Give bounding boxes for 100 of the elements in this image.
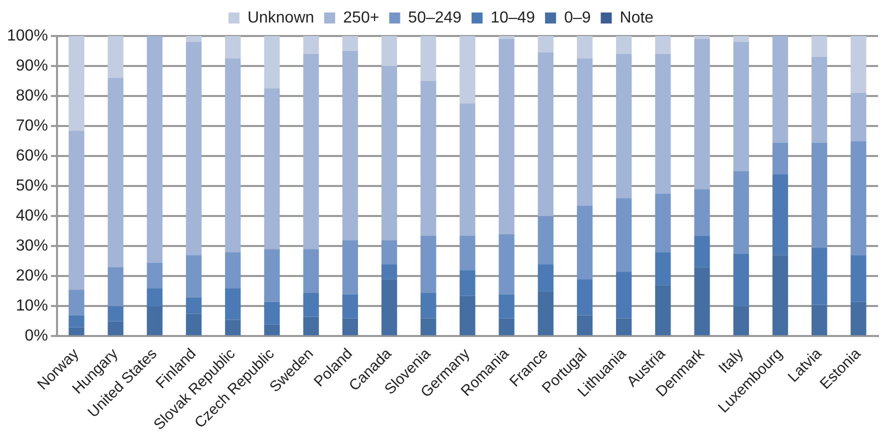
bar [850, 255, 866, 302]
bar [460, 270, 476, 296]
bar [186, 36, 202, 42]
y-tick-label: 50% [16, 178, 48, 195]
bar [850, 93, 866, 142]
bar [850, 302, 866, 336]
bar [772, 142, 788, 174]
bar [655, 252, 671, 286]
bar [186, 255, 202, 298]
bar [303, 54, 319, 250]
bar [186, 314, 202, 336]
bar [108, 321, 124, 336]
y-tick-label: 80% [16, 87, 48, 104]
legend-label: Note [620, 9, 654, 26]
bar [420, 236, 436, 293]
bar [694, 39, 710, 190]
bar [68, 290, 84, 316]
bar [850, 141, 866, 256]
bar [616, 54, 632, 198]
bar [812, 248, 828, 305]
y-tick-label: 70% [16, 117, 48, 134]
bar [576, 36, 593, 59]
bar [655, 194, 671, 252]
bar [498, 318, 514, 336]
bar [108, 36, 124, 78]
bar [498, 294, 514, 318]
y-tick-label: 100% [7, 27, 48, 44]
bar [303, 36, 319, 54]
bar [381, 264, 398, 280]
bar [303, 316, 319, 336]
bar [342, 294, 358, 318]
bar [225, 288, 241, 320]
bar [186, 297, 202, 314]
bar [616, 272, 632, 318]
bar [694, 236, 710, 268]
bar [812, 142, 828, 248]
bar [576, 206, 593, 280]
bar [264, 302, 280, 324]
bar [225, 320, 241, 336]
bar [733, 254, 749, 306]
bar [655, 36, 671, 54]
bar [655, 285, 671, 336]
bar [576, 58, 593, 206]
bar [694, 189, 710, 236]
bar [342, 240, 358, 294]
bar [264, 36, 280, 89]
bar [460, 296, 476, 336]
bar [420, 81, 436, 236]
bar [460, 36, 476, 104]
bar [342, 318, 358, 336]
bar [655, 54, 671, 194]
bar [225, 58, 241, 252]
bar [772, 36, 788, 143]
bar [420, 318, 436, 336]
bar [146, 36, 162, 263]
bar [264, 324, 280, 336]
bar [225, 36, 241, 59]
bar [264, 88, 280, 250]
bar [812, 304, 828, 336]
bar [186, 42, 202, 256]
bar [538, 291, 554, 336]
bar [616, 36, 632, 54]
bar [68, 130, 84, 290]
legend-label: 50–249 [408, 9, 462, 26]
legend-label: 10–49 [490, 9, 536, 26]
bar [694, 267, 710, 336]
bar [303, 292, 319, 317]
bar [342, 51, 358, 240]
bar [733, 171, 749, 254]
bar [538, 36, 554, 53]
bar [498, 36, 514, 39]
bar [850, 36, 866, 94]
y-tick-label: 20% [16, 268, 48, 285]
bar [460, 104, 476, 236]
legend-label: 0–9 [564, 9, 591, 26]
bar [733, 42, 749, 172]
bar [264, 249, 280, 302]
bar [68, 327, 84, 336]
bar [381, 279, 398, 336]
y-tick-label: 90% [16, 57, 48, 74]
y-tick-label: 30% [16, 238, 48, 255]
bar [538, 52, 554, 216]
bar [68, 36, 84, 131]
bar [381, 36, 398, 66]
bar [538, 216, 554, 264]
bar [772, 174, 788, 256]
bar [108, 306, 124, 322]
bar [108, 78, 124, 268]
bar [381, 66, 398, 240]
bar [694, 36, 710, 39]
bar [420, 292, 436, 318]
bar [576, 315, 593, 336]
bar [146, 262, 162, 288]
bar [225, 252, 241, 288]
bar [733, 36, 749, 42]
bar [146, 288, 162, 306]
bar [146, 306, 162, 336]
bar [381, 240, 398, 264]
bar [108, 267, 124, 306]
bar [772, 255, 788, 336]
